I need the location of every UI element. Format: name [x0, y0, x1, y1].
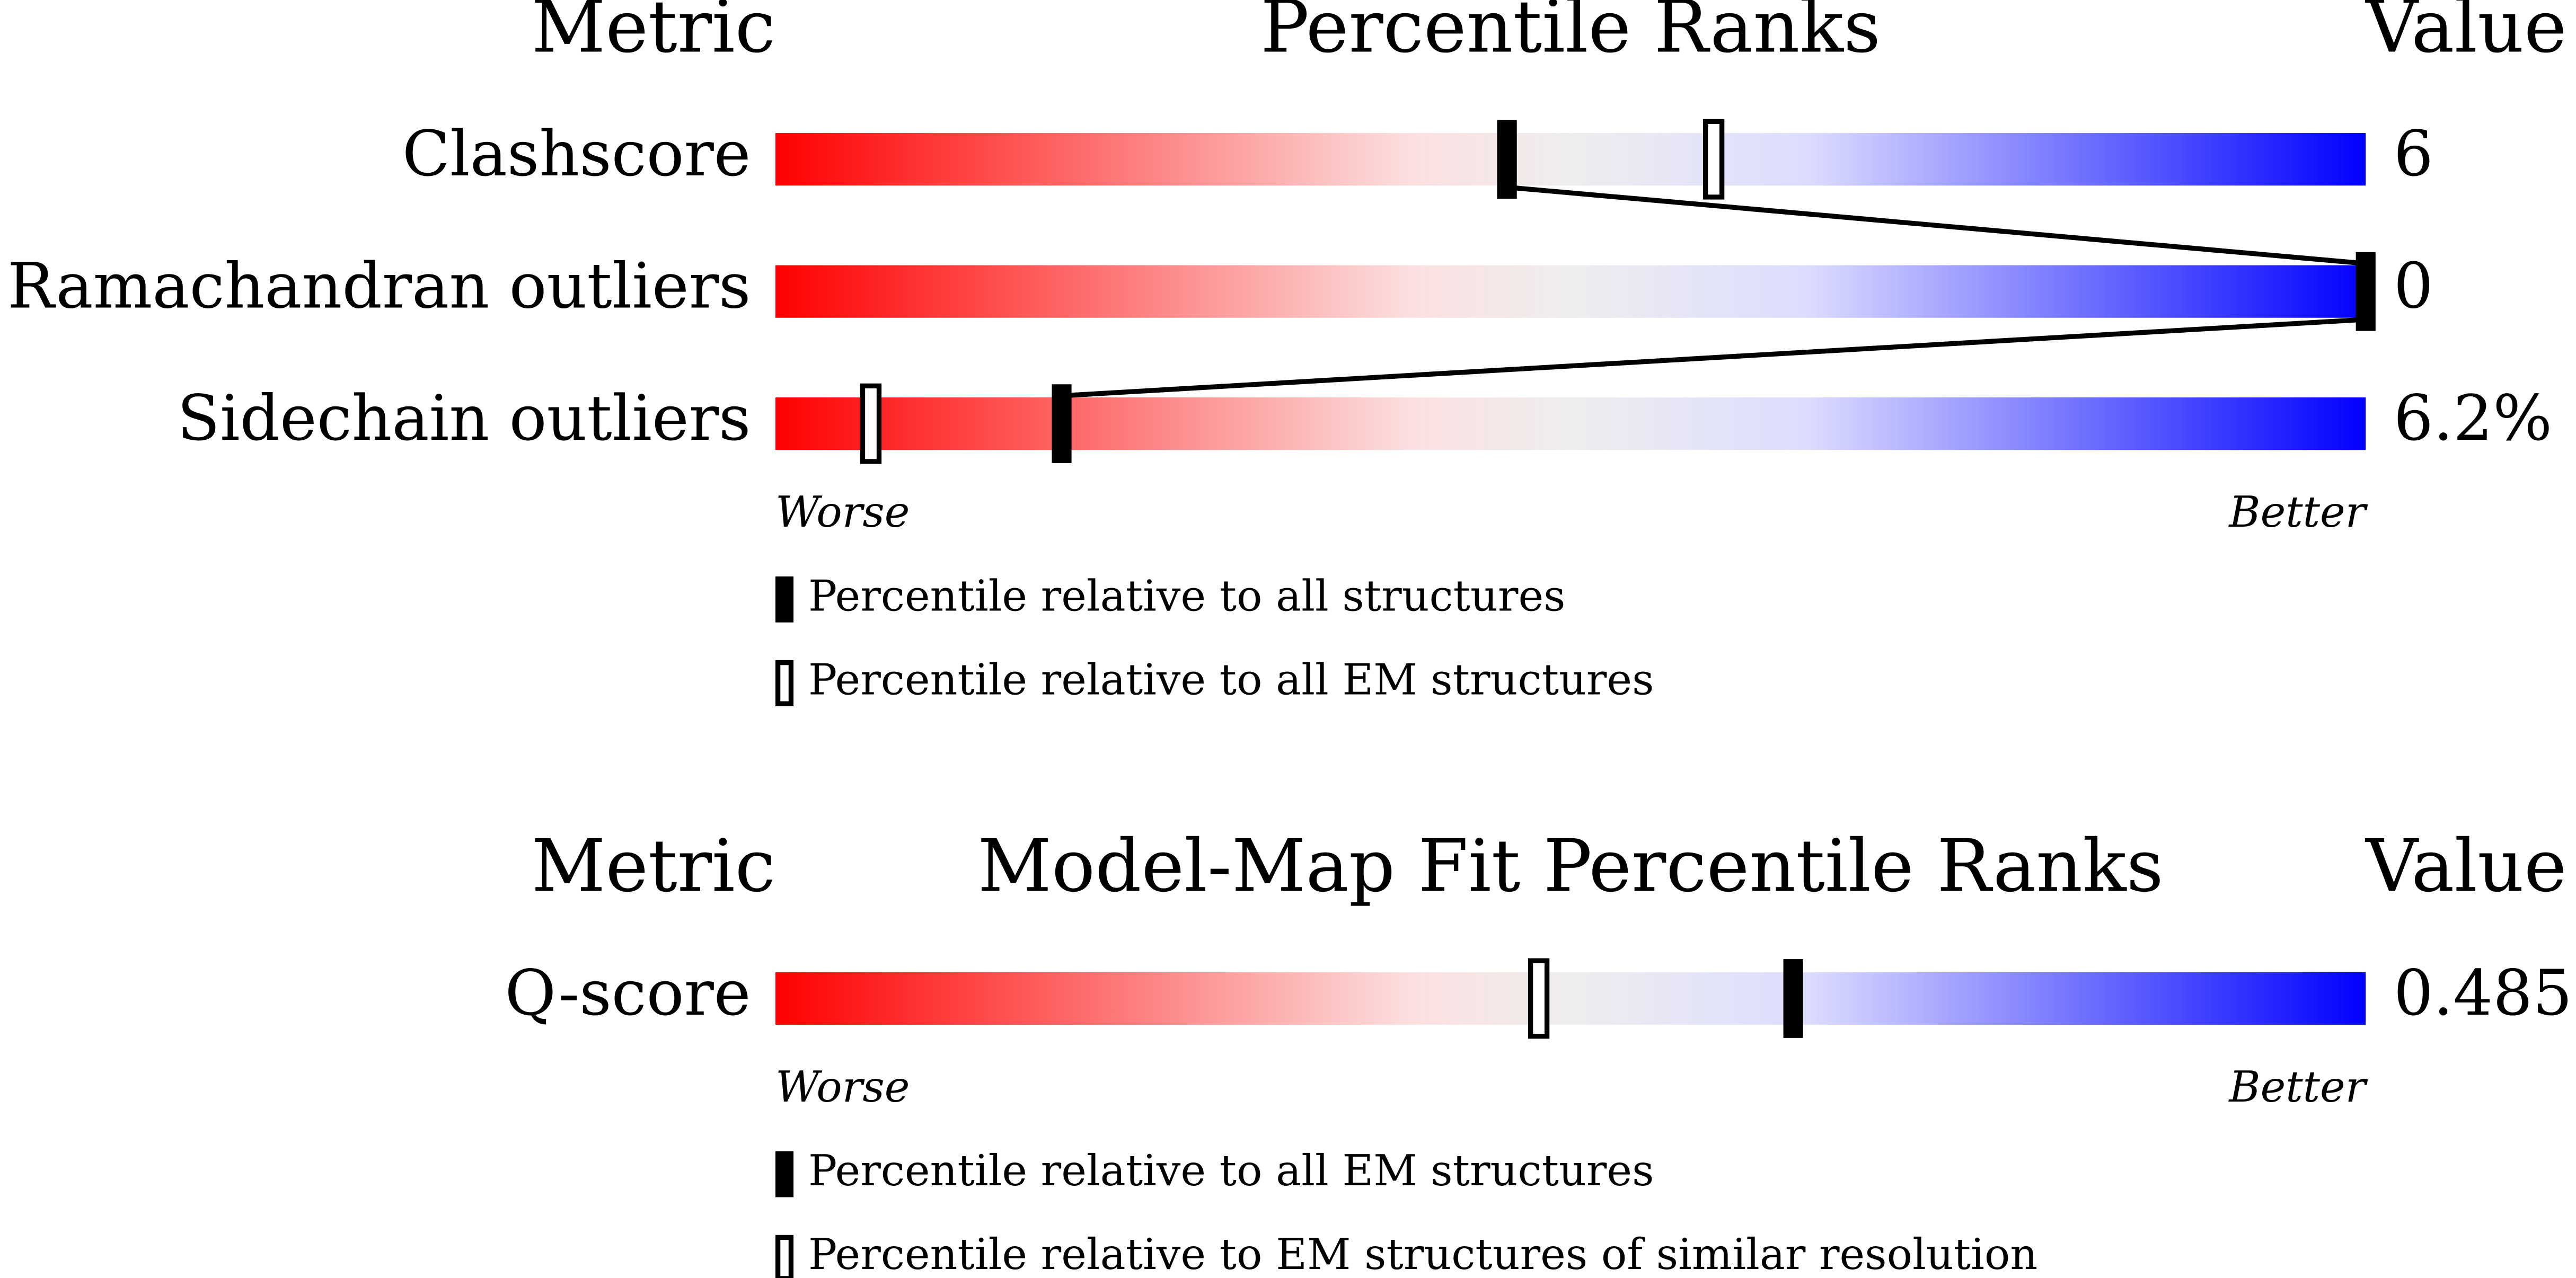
marker-filled — [1052, 384, 1072, 464]
legend-filled-text: Percentile relative to all structures — [808, 571, 1566, 621]
worse-label: Worse — [775, 487, 910, 537]
header-title: Percentile Ranks — [1260, 0, 1881, 69]
legend-open-text: Percentile relative to all EM structures — [808, 655, 1654, 705]
legend-filled-text: Percentile relative to all EM structures — [808, 1146, 1654, 1196]
metric-value: 6.2% — [2394, 382, 2552, 455]
metric-value: 6 — [2394, 118, 2433, 190]
marker-open — [860, 383, 882, 464]
marker-filled — [2356, 252, 2376, 331]
legend-filled-icon — [775, 1151, 794, 1197]
header-value: Value — [2365, 824, 2566, 908]
worse-label: Worse — [775, 1062, 910, 1112]
header-metric: Metric — [532, 0, 775, 69]
metric-label: Clashscore — [402, 118, 751, 190]
legend-filled-icon — [775, 576, 794, 623]
better-label: Better — [2228, 487, 2368, 537]
header-value: Value — [2365, 0, 2566, 69]
marker-filled — [1497, 120, 1517, 199]
legend-open-icon — [775, 1235, 794, 1278]
marker-open — [1528, 958, 1550, 1039]
header-metric: Metric — [532, 824, 775, 908]
metric-label: Ramachandran outliers — [7, 250, 751, 323]
metric-label: Sidechain outliers — [177, 382, 751, 455]
legend-open-text: Percentile relative to EM structures of … — [808, 1230, 2037, 1278]
better-label: Better — [2228, 1062, 2368, 1112]
slider-bar — [775, 972, 2366, 1025]
metric-value: 0 — [2394, 250, 2433, 323]
slider-bar — [775, 397, 2366, 450]
slider-bar — [775, 133, 2366, 186]
metric-label: Q-score — [505, 957, 751, 1030]
metric-value: 0.485 — [2394, 957, 2572, 1030]
legend-open-icon — [775, 660, 794, 706]
header-title: Model-Map Fit Percentile Ranks — [977, 824, 2163, 908]
marker-open — [1702, 119, 1725, 200]
slider-bar — [775, 265, 2366, 318]
marker-filled — [1783, 959, 1803, 1038]
